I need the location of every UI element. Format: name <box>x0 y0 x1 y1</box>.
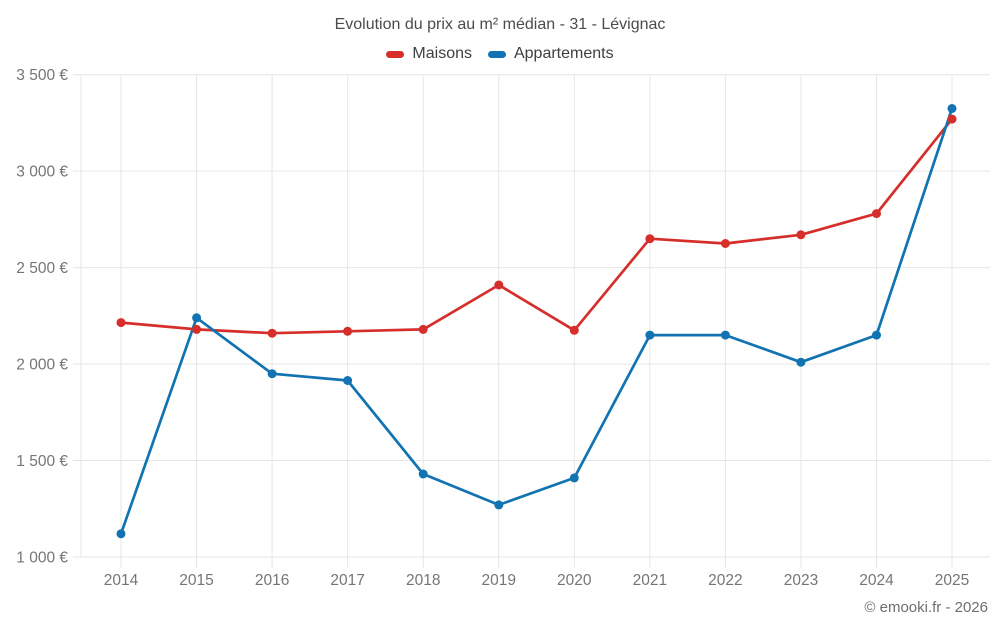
chart-title: Evolution du prix au m² médian - 31 - Lé… <box>334 16 666 33</box>
data-point-appartements-2016[interactable] <box>267 369 277 379</box>
x-tick-label: 2015 <box>179 572 213 589</box>
x-tick-label: 2014 <box>104 572 139 589</box>
data-point-maisons-2014[interactable] <box>116 318 126 328</box>
data-point-appartements-2023[interactable] <box>796 357 806 367</box>
data-point-appartements-2017[interactable] <box>343 376 353 385</box>
data-point-maisons-2015[interactable] <box>192 324 202 334</box>
x-tick-label: 2020 <box>557 572 592 589</box>
data-point-maisons-2019[interactable] <box>494 280 504 290</box>
data-point-maisons-2023[interactable] <box>796 230 806 240</box>
x-tick-label: 2019 <box>482 572 516 589</box>
x-tick-label: 2021 <box>633 572 667 589</box>
legend-swatch-appartements <box>487 50 506 58</box>
y-tick-label: 1 500 € <box>16 453 68 470</box>
y-tick-label: 2 500 € <box>16 260 68 277</box>
y-tick-label: 3 000 € <box>16 164 68 181</box>
data-point-appartements-2020[interactable] <box>569 473 579 483</box>
data-point-maisons-2024[interactable] <box>872 209 881 219</box>
data-point-appartements-2015[interactable] <box>192 313 202 323</box>
data-point-appartements-2021[interactable] <box>645 330 655 340</box>
series-line-maisons <box>119 117 954 335</box>
x-tick-label: 2024 <box>859 572 894 589</box>
x-tick-label: 2017 <box>330 572 364 589</box>
y-tick-label: 2 000 € <box>16 357 68 374</box>
x-tick-label: 2022 <box>708 572 742 589</box>
y-tick-label: 1 000 € <box>16 550 68 567</box>
y-tick-label: 3 500 € <box>16 67 68 84</box>
data-point-appartements-2014[interactable] <box>116 529 126 539</box>
data-point-maisons-2018[interactable] <box>418 324 428 334</box>
copyright: © emooki.fr - 2026 <box>864 599 988 616</box>
data-point-appartements-2025[interactable] <box>947 104 957 113</box>
data-point-maisons-2016[interactable] <box>267 328 277 338</box>
data-point-maisons-2022[interactable] <box>720 239 730 248</box>
data-point-appartements-2022[interactable] <box>720 330 730 340</box>
legend: Maisons Appartements <box>0 45 1000 63</box>
data-point-appartements-2018[interactable] <box>418 469 428 479</box>
legend-item-maisons[interactable]: Maisons <box>386 45 472 63</box>
x-tick-label: 2023 <box>784 572 818 589</box>
legend-label-maisons: Maisons <box>412 45 472 62</box>
x-tick-label: 2016 <box>255 572 289 589</box>
data-point-appartements-2019[interactable] <box>494 500 504 510</box>
legend-swatch-maisons <box>386 50 405 58</box>
data-point-maisons-2021[interactable] <box>645 234 655 244</box>
data-point-maisons-2017[interactable] <box>343 326 353 336</box>
data-point-maisons-2025[interactable] <box>947 114 957 124</box>
legend-item-appartements[interactable]: Appartements <box>487 45 614 63</box>
data-point-maisons-2020[interactable] <box>569 325 579 335</box>
x-tick-label: 2025 <box>935 572 969 589</box>
legend-label-appartements: Appartements <box>513 45 614 62</box>
x-tick-label: 2018 <box>406 572 440 589</box>
series-line-appartements <box>119 107 954 536</box>
data-point-appartements-2024[interactable] <box>872 330 881 340</box>
